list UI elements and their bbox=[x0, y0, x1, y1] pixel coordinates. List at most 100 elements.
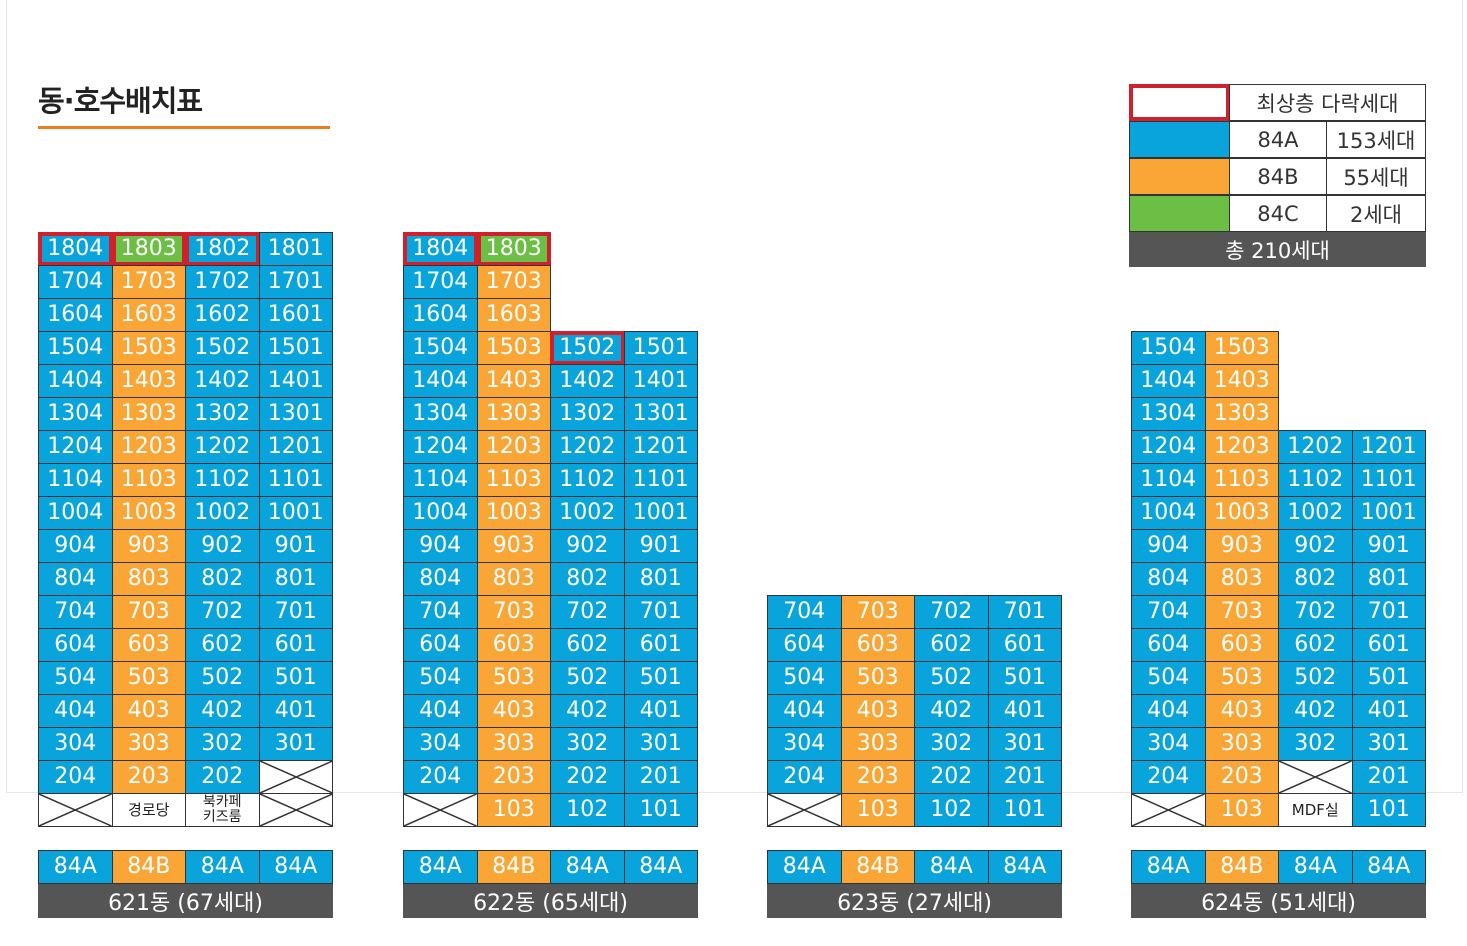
unit-number: 501 bbox=[639, 665, 682, 690]
unit-84a: 702 bbox=[185, 595, 260, 629]
unit-84a: 1501 bbox=[258, 331, 333, 365]
unit-number: 804 bbox=[419, 566, 462, 591]
unit-number: 601 bbox=[1367, 632, 1410, 657]
unit-number: 404 bbox=[783, 698, 826, 723]
unit-number: 501 bbox=[1367, 665, 1410, 690]
legend-row-84c: 84C 2세대 bbox=[1129, 195, 1426, 232]
unit-84a: 1201 bbox=[1351, 430, 1426, 464]
building-label: 621동 (67세대) bbox=[38, 884, 333, 918]
unit-84a: 704 bbox=[403, 595, 478, 629]
unit-84a: 102 bbox=[914, 793, 989, 827]
unit-number: 1801 bbox=[267, 236, 324, 261]
unit-number: 1004 bbox=[412, 500, 469, 525]
unit-number: 604 bbox=[419, 632, 462, 657]
unit-84a: 1201 bbox=[258, 430, 333, 464]
unit-84a: 1101 bbox=[1351, 463, 1426, 497]
unit-84a: 101 bbox=[1351, 793, 1426, 827]
unit-number: 403 bbox=[1220, 698, 1263, 723]
unit-number: MDF실 bbox=[1291, 800, 1339, 819]
unit-number: 1304 bbox=[412, 401, 469, 426]
unit-number: 경로당 bbox=[128, 800, 170, 819]
unit-number: 103 bbox=[492, 797, 535, 822]
unit-84a: 1102 bbox=[550, 463, 625, 497]
unit-number: 1103 bbox=[120, 467, 177, 492]
unit-number: 802 bbox=[201, 566, 244, 591]
unit-84a: 404 bbox=[1131, 694, 1206, 728]
unit-84a: 804 bbox=[38, 562, 113, 596]
unit-number: 601 bbox=[1003, 632, 1046, 657]
unit-number: 1104 bbox=[1140, 467, 1197, 492]
unit-number: 904 bbox=[54, 533, 97, 558]
type-label-84a: 84A bbox=[1351, 850, 1426, 884]
unit-84b: 403 bbox=[111, 694, 186, 728]
unit-84a: 502 bbox=[550, 661, 625, 695]
unit-number: 604 bbox=[1147, 632, 1190, 657]
unit-84b: 1003 bbox=[111, 496, 186, 530]
unit-number: 702 bbox=[201, 599, 244, 624]
unit-84a: 1301 bbox=[623, 397, 698, 431]
unit-84b: 603 bbox=[1204, 628, 1279, 662]
unit-number: 1604 bbox=[47, 302, 104, 327]
unit-number: 503 bbox=[1220, 665, 1263, 690]
unit-number: 303 bbox=[856, 731, 899, 756]
unit-number: 402 bbox=[1294, 698, 1337, 723]
unit-number: 202 bbox=[930, 764, 973, 789]
type-label-84a: 84A bbox=[550, 850, 625, 884]
unit-84a: 301 bbox=[258, 727, 333, 761]
unit-84a: 304 bbox=[38, 727, 113, 761]
unit-number: 702 bbox=[566, 599, 609, 624]
unit-84b: 1203 bbox=[476, 430, 551, 464]
unit-84b: 1303 bbox=[476, 397, 551, 431]
unit-number: 603 bbox=[856, 632, 899, 657]
unit-number: 902 bbox=[201, 533, 244, 558]
unit-number: 303 bbox=[127, 731, 170, 756]
unit-number: 1004 bbox=[47, 500, 104, 525]
unit-number: 1103 bbox=[1213, 467, 1270, 492]
unit-number: 1601 bbox=[267, 302, 324, 327]
unit-84a: 601 bbox=[258, 628, 333, 662]
unit-84b: 1703 bbox=[111, 265, 186, 299]
unit-number: 802 bbox=[1294, 566, 1337, 591]
unit-number: 604 bbox=[783, 632, 826, 657]
unit-number: 201 bbox=[1367, 764, 1410, 789]
unit-number: 1201 bbox=[1360, 434, 1417, 459]
unit-number: 401 bbox=[1003, 698, 1046, 723]
unit-84a: 804 bbox=[403, 562, 478, 596]
unit-number: 1704 bbox=[47, 269, 104, 294]
unit-number: 1503 bbox=[485, 335, 542, 360]
legend-count-84c: 2세대 bbox=[1326, 195, 1426, 232]
unit-number: 603 bbox=[127, 632, 170, 657]
unit-84b: 1203 bbox=[111, 430, 186, 464]
unit-number: 402 bbox=[566, 698, 609, 723]
unit-84a: 502 bbox=[185, 661, 260, 695]
unit-number: 1304 bbox=[47, 401, 104, 426]
unit-84a: 1802 bbox=[185, 232, 260, 266]
unit-number: 203 bbox=[856, 764, 899, 789]
legend-row-84b: 84B 55세대 bbox=[1129, 158, 1426, 195]
unit-84a: 604 bbox=[767, 628, 842, 662]
unit-number: 302 bbox=[201, 731, 244, 756]
unit-number: 1301 bbox=[632, 401, 689, 426]
unit-number: 701 bbox=[1367, 599, 1410, 624]
unit-number: 901 bbox=[1367, 533, 1410, 558]
unit-number: 903 bbox=[127, 533, 170, 558]
unit-84b: 1103 bbox=[1204, 463, 1279, 497]
unit-84a: 1102 bbox=[185, 463, 260, 497]
unit-number: 404 bbox=[54, 698, 97, 723]
unit-number: 1802 bbox=[194, 236, 251, 261]
unit-number: 701 bbox=[274, 599, 317, 624]
unit-number: 1804 bbox=[412, 236, 469, 261]
unit-number: 1003 bbox=[120, 500, 177, 525]
unit-number: 1201 bbox=[632, 434, 689, 459]
unit-number: 203 bbox=[1220, 764, 1263, 789]
unit-number: 1201 bbox=[267, 434, 324, 459]
unit-number: 1203 bbox=[485, 434, 542, 459]
unit-84a: 1104 bbox=[38, 463, 113, 497]
unit-84b: 1503 bbox=[1204, 331, 1279, 365]
unit-84b: 1003 bbox=[1204, 496, 1279, 530]
unit-number: 1603 bbox=[120, 302, 177, 327]
unit-84a: 904 bbox=[38, 529, 113, 563]
unit-number: 1403 bbox=[485, 368, 542, 393]
unit-number: 1304 bbox=[1140, 401, 1197, 426]
unit-number: 1504 bbox=[1140, 335, 1197, 360]
